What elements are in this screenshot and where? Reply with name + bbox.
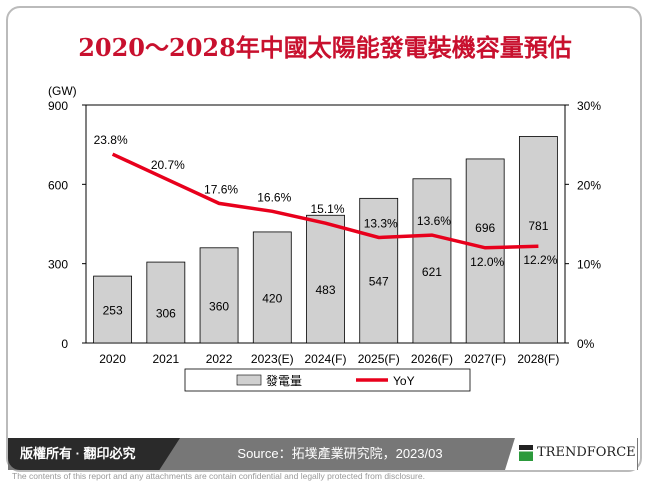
bar [465, 158, 505, 344]
y2-tick-label: 20% [577, 178, 601, 192]
bar [93, 275, 133, 344]
y2-tick-label: 10% [577, 258, 601, 272]
copyright: 版權所有 · 翻印必究 [8, 438, 180, 470]
x-tick-label: 2026(F) [411, 352, 453, 366]
bar [412, 178, 452, 344]
disclaimer: The contents of this report and any atta… [12, 471, 425, 481]
x-tick-label: 2023(E) [251, 352, 294, 366]
bar [199, 247, 239, 344]
x-tick-label: 2024(F) [304, 352, 346, 366]
chart-title: 2020～2028年中國太陽能發電裝機容量預估 [78, 33, 572, 62]
y2-tick-label: 30% [577, 99, 601, 113]
bar-label: 781 [528, 219, 548, 233]
x-tick-label: 2027(F) [464, 352, 506, 366]
bar-label: 696 [475, 221, 495, 235]
legend-bar-label: 發電量 [266, 373, 302, 388]
bar [359, 197, 399, 344]
y-tick-label: 0 [61, 337, 68, 351]
x-tick-label: 2020 [99, 352, 126, 366]
line-label: 17.6% [204, 182, 238, 196]
logo-text: TRENDFORCE [537, 445, 636, 460]
x-tick-label: 2021 [152, 352, 179, 366]
yoy-line [111, 152, 539, 250]
bar-label: 621 [422, 265, 442, 279]
y2-tick-label: 0% [577, 337, 595, 351]
bar-label: 420 [262, 291, 282, 305]
line-label: 13.3% [364, 216, 398, 230]
line-label: 15.1% [310, 202, 344, 216]
y-tick-label: 900 [48, 99, 68, 113]
bar [146, 261, 186, 344]
y-tick-label: 600 [48, 178, 68, 192]
bar-label: 547 [369, 275, 389, 289]
trendforce-logo: TRENDFORCE [505, 436, 637, 470]
bar-label: 360 [209, 299, 229, 313]
line-label: 12.2% [523, 253, 557, 267]
bar-label: 253 [103, 304, 123, 318]
bar [252, 231, 292, 344]
x-tick-label: 2025(F) [358, 352, 400, 366]
line-label: 13.6% [417, 214, 451, 228]
line-label: 20.7% [151, 158, 185, 172]
y-tick-label: 300 [48, 258, 68, 272]
bar-label: 483 [315, 283, 335, 297]
x-tick-label: 2022 [206, 352, 233, 366]
x-tick-label: 2028(F) [517, 352, 559, 366]
bar [518, 136, 558, 344]
y-axis-unit: (GW) [48, 84, 77, 98]
source-text: Source：拓墣產業研究院，2023/03 [237, 446, 443, 461]
logo-icon [519, 445, 533, 461]
bar-label: 306 [156, 307, 176, 321]
legend-line-label: YoY [393, 374, 415, 388]
line-label: 12.0% [470, 255, 504, 269]
legend [184, 368, 471, 392]
line-label: 23.8% [94, 133, 128, 147]
legend-bar-swatch [236, 374, 262, 386]
line-label: 16.6% [257, 190, 291, 204]
bar [306, 214, 345, 344]
